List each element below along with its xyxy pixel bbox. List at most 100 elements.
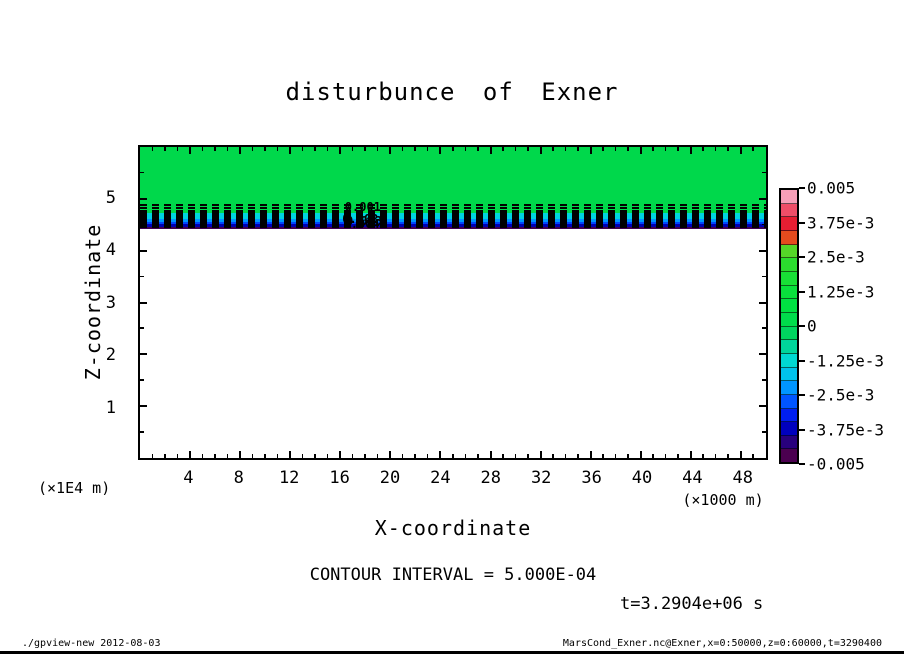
contour-label: 0.003 — [346, 214, 383, 229]
x-tick-label: 8 — [233, 468, 244, 488]
x-tick-label: 32 — [530, 468, 552, 488]
x-axis-label: X-coordinate — [374, 516, 532, 540]
x-minor-tick — [514, 147, 517, 151]
x-minor-tick — [702, 454, 704, 458]
x-major-tick — [339, 147, 342, 154]
y-minor-tick — [762, 379, 766, 381]
plot-frame: 0.001 0.002 0.003 0.004 — [138, 145, 768, 460]
x-minor-tick — [527, 454, 529, 458]
colorbar-segment — [781, 394, 797, 409]
x-minor-tick — [301, 147, 304, 151]
colorbar-labels: 0.005 3.75e-3 2.5e-3 1.25e-3 0 -1.25e-3 -2.5e-… — [807, 179, 899, 474]
x-major-tick — [739, 451, 742, 458]
x-minor-tick — [577, 454, 579, 458]
x-minor-tick — [502, 147, 504, 151]
contour-line — [140, 209, 766, 212]
x-axis-tick-labels: 4 8 12 16 20 24 28 32 36 40 44 48 — [138, 466, 768, 488]
x-minor-tick — [351, 454, 354, 458]
x-major-tick — [239, 147, 242, 154]
x-minor-tick — [652, 147, 654, 151]
colorbar-tick — [799, 394, 805, 396]
colorbar-segment — [781, 258, 797, 272]
x-major-tick — [639, 147, 642, 154]
x-tick-label: 36 — [581, 468, 602, 488]
x-tick-label: 40 — [631, 468, 653, 488]
y-major-tick — [759, 249, 766, 252]
x-minor-tick — [502, 454, 504, 458]
y-major-tick — [140, 301, 147, 304]
x-major-tick — [489, 147, 492, 154]
x-minor-tick — [564, 454, 567, 458]
x-minor-tick — [464, 147, 467, 151]
y-tick-label: 1 — [105, 397, 116, 418]
x-minor-tick — [226, 454, 229, 458]
x-minor-tick — [564, 147, 567, 151]
y-tick-label: 4 — [105, 240, 116, 260]
x-minor-tick — [351, 147, 354, 151]
x-major-tick — [539, 451, 542, 458]
x-minor-tick — [664, 454, 667, 458]
axis-tick-layer — [140, 147, 766, 458]
x-minor-tick — [301, 454, 304, 458]
x-minor-tick — [677, 147, 679, 151]
y-major-tick — [140, 405, 147, 408]
colorbar-segment — [781, 408, 797, 423]
colorbar-segment — [781, 353, 797, 368]
x-minor-tick — [264, 454, 266, 458]
x-major-tick — [439, 451, 442, 458]
x-minor-tick — [364, 454, 366, 458]
fill-band — [140, 218, 766, 222]
fill-band — [140, 213, 766, 219]
x-minor-tick — [214, 147, 216, 151]
x-minor-tick — [426, 147, 429, 151]
colorbar-label: -3.75e-3 — [807, 420, 885, 439]
colorbar-segment — [781, 435, 797, 450]
fill-band — [140, 147, 766, 214]
y-minor-tick — [140, 223, 144, 226]
contour-line — [140, 215, 766, 218]
y-minor-tick — [140, 431, 144, 433]
x-minor-tick — [464, 454, 467, 458]
x-minor-tick — [164, 454, 166, 458]
x-major-tick — [239, 451, 242, 458]
x-major-tick — [289, 451, 292, 458]
y-minor-tick — [762, 223, 766, 226]
x-major-tick — [189, 451, 192, 458]
colorbar-tick — [799, 463, 805, 465]
x-minor-tick — [176, 454, 179, 458]
x-minor-tick — [477, 454, 479, 458]
x-minor-tick — [652, 454, 654, 458]
x-minor-tick — [314, 147, 316, 151]
contour-line — [140, 211, 766, 214]
y-major-tick — [759, 197, 766, 200]
x-axis-unit: (×1000 m) — [682, 491, 764, 509]
colorbar-segment — [781, 285, 797, 300]
x-minor-tick — [364, 147, 366, 151]
x-major-tick — [539, 147, 542, 154]
x-major-tick — [589, 147, 592, 154]
x-minor-tick — [251, 147, 254, 151]
x-minor-tick — [151, 147, 154, 151]
colorbar-segment — [781, 422, 797, 436]
x-minor-tick — [401, 147, 404, 151]
colorbar-segment — [781, 381, 797, 395]
x-minor-tick — [264, 147, 266, 151]
contour-label: 0.001 — [344, 200, 381, 215]
x-major-tick — [339, 451, 342, 458]
x-minor-tick — [214, 454, 216, 458]
colorbar-segment — [781, 312, 797, 327]
colorbar-segment — [781, 299, 797, 313]
x-minor-tick — [164, 147, 166, 151]
x-minor-tick — [752, 147, 754, 151]
contour-label: 0.002 — [342, 211, 379, 226]
contour-line — [140, 218, 766, 220]
y-minor-tick — [140, 379, 144, 381]
x-minor-tick — [577, 147, 579, 151]
y-major-tick — [759, 405, 766, 408]
x-tick-label: 16 — [329, 468, 350, 488]
y-minor-tick — [762, 327, 766, 329]
y-axis-tick-labels: 1 2 3 4 5 — [0, 145, 128, 460]
contour-label: 0.004 — [343, 216, 380, 231]
y-major-tick — [140, 353, 147, 356]
colorbar-tick — [799, 428, 805, 431]
